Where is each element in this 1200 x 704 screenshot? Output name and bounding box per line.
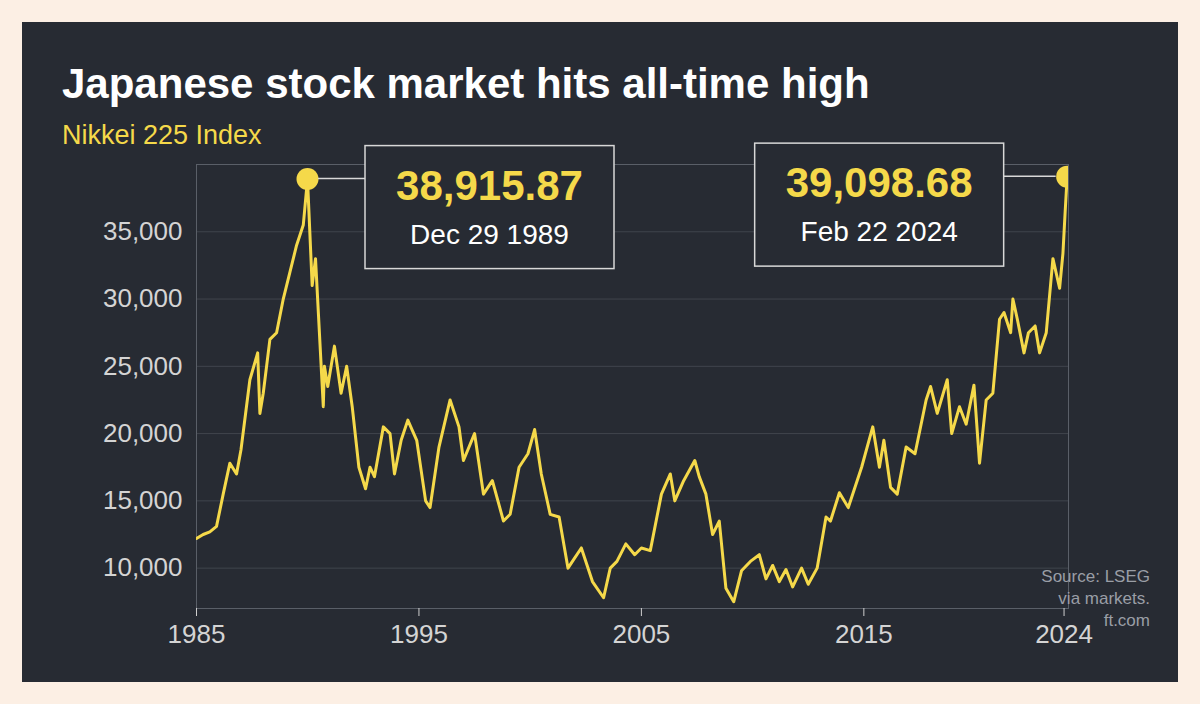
- svg-text:10,000: 10,000: [103, 552, 183, 582]
- svg-text:2005: 2005: [612, 619, 670, 649]
- svg-text:39,098.68: 39,098.68: [786, 159, 973, 206]
- svg-text:2024: 2024: [1035, 619, 1093, 649]
- svg-text:38,915.87: 38,915.87: [396, 162, 583, 209]
- svg-text:2015: 2015: [835, 619, 893, 649]
- html-text:Japanese stock market hits all: Japanese stock market hits all-time high: [62, 60, 870, 107]
- svg-text:35,000: 35,000: [103, 216, 183, 246]
- html-text:via markets.: via markets.: [1058, 589, 1150, 608]
- svg-text:1985: 1985: [168, 619, 226, 649]
- html-text:Nikkei 225 Index: Nikkei 225 Index: [62, 120, 262, 150]
- html-text:ft.com: ft.com: [1103, 611, 1150, 630]
- svg-text:Feb 22 2024: Feb 22 2024: [801, 216, 958, 247]
- svg-text:30,000: 30,000: [103, 283, 183, 313]
- svg-text:20,000: 20,000: [103, 418, 183, 448]
- svg-text:25,000: 25,000: [103, 351, 183, 381]
- svg-text:Dec 29 1989: Dec 29 1989: [410, 219, 569, 250]
- svg-text:15,000: 15,000: [103, 485, 183, 515]
- html-text:Source: LSEG: Source: LSEG: [1041, 567, 1150, 586]
- svg-text:1995: 1995: [390, 619, 448, 649]
